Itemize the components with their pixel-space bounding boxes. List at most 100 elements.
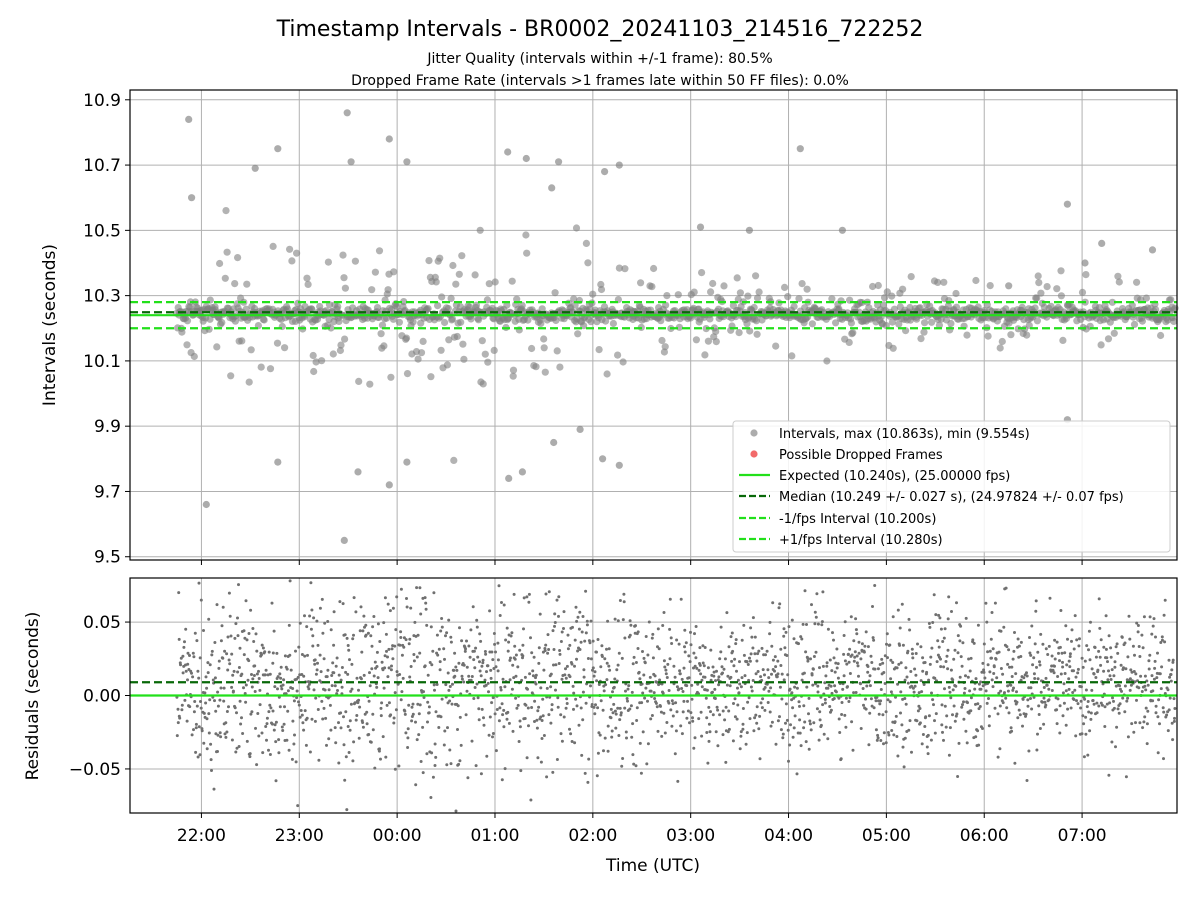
residual-point (234, 622, 238, 626)
interval-point (570, 295, 578, 303)
residual-point (360, 650, 364, 654)
residual-point (916, 709, 920, 713)
interval-point (952, 289, 960, 298)
residual-point (688, 721, 691, 725)
residual-point (699, 710, 703, 714)
residual-point (766, 701, 770, 704)
residual-point (689, 630, 692, 634)
residual-point (623, 636, 627, 640)
residual-point (531, 669, 535, 673)
residual-point (574, 697, 578, 701)
residual-point (998, 747, 1002, 751)
residual-point (358, 629, 362, 633)
residual-point (1153, 666, 1157, 670)
interval-point (869, 282, 877, 291)
residual-point (702, 664, 706, 668)
residual-point (735, 717, 739, 721)
residual-point (541, 697, 545, 701)
residual-point (733, 697, 737, 701)
residual-point (1142, 615, 1146, 619)
interval-point (917, 335, 925, 343)
residual-point (1170, 721, 1174, 725)
residual-point (763, 673, 766, 677)
residual-point (1092, 672, 1096, 676)
residual-point (224, 721, 228, 725)
residual-point (673, 675, 677, 679)
residual-point (362, 673, 366, 677)
interval-point (389, 315, 397, 323)
residual-point (925, 745, 929, 749)
residual-point (921, 733, 925, 736)
residual-point (857, 640, 861, 644)
residual-point (809, 657, 812, 661)
residual-point (238, 646, 242, 650)
residual-point (663, 731, 667, 735)
residual-point (555, 598, 559, 602)
residual-point (526, 706, 530, 710)
interval-point (441, 318, 449, 327)
x-tick-label: 04:00 (764, 826, 813, 846)
residual-point (511, 663, 515, 667)
residual-point (195, 639, 199, 643)
residual-point (437, 647, 441, 651)
residual-point (216, 704, 220, 708)
residual-point (227, 591, 231, 595)
residual-point (953, 719, 957, 723)
residual-point (1056, 697, 1060, 701)
residual-point (741, 707, 745, 710)
residual-point (911, 652, 914, 656)
residual-point (630, 690, 634, 694)
residual-point (297, 703, 301, 707)
interval-point (409, 318, 417, 326)
residual-point (997, 691, 1001, 695)
residual-point (785, 718, 789, 722)
residual-point (240, 716, 243, 720)
residual-point (922, 683, 926, 686)
residual-point (641, 691, 645, 695)
residual-point (823, 698, 827, 701)
interval-point (1078, 288, 1087, 296)
top-y-tick-label: 9.5 (94, 548, 121, 568)
residual-point (943, 687, 946, 691)
residual-point (692, 651, 696, 655)
residual-point (651, 632, 655, 636)
interval-point (484, 358, 492, 366)
residual-point (553, 624, 556, 628)
residual-point (1130, 722, 1134, 726)
residual-point (616, 619, 620, 623)
residual-point (492, 632, 496, 635)
residual-point (518, 648, 522, 652)
residual-point (309, 581, 313, 585)
residual-point (803, 589, 807, 593)
residual-point (476, 696, 480, 700)
residual-point (962, 691, 966, 695)
residual-point (1106, 678, 1110, 682)
residual-point (196, 755, 200, 759)
residual-point (962, 717, 966, 721)
residual-point (947, 753, 951, 757)
residual-point (649, 717, 653, 721)
residual-point (190, 733, 194, 737)
residual-point (979, 680, 983, 684)
residual-point (560, 739, 564, 743)
interval-point (1114, 272, 1122, 280)
residual-point (213, 641, 217, 644)
residual-point (884, 741, 888, 745)
residual-point (1081, 665, 1085, 669)
residual-point (944, 725, 948, 729)
residual-point (414, 720, 417, 724)
residual-point (361, 629, 365, 633)
residual-point (203, 691, 207, 695)
residual-point (984, 601, 988, 605)
interval-point (329, 350, 337, 358)
residual-point (527, 592, 531, 596)
residual-point (233, 636, 237, 640)
interval-point (485, 280, 493, 288)
residual-point (1113, 665, 1117, 669)
residual-point (395, 595, 399, 599)
residual-point (407, 642, 411, 646)
residual-point (583, 639, 587, 643)
residual-point (1038, 727, 1042, 730)
residual-point (662, 611, 666, 614)
residual-point (183, 698, 187, 702)
